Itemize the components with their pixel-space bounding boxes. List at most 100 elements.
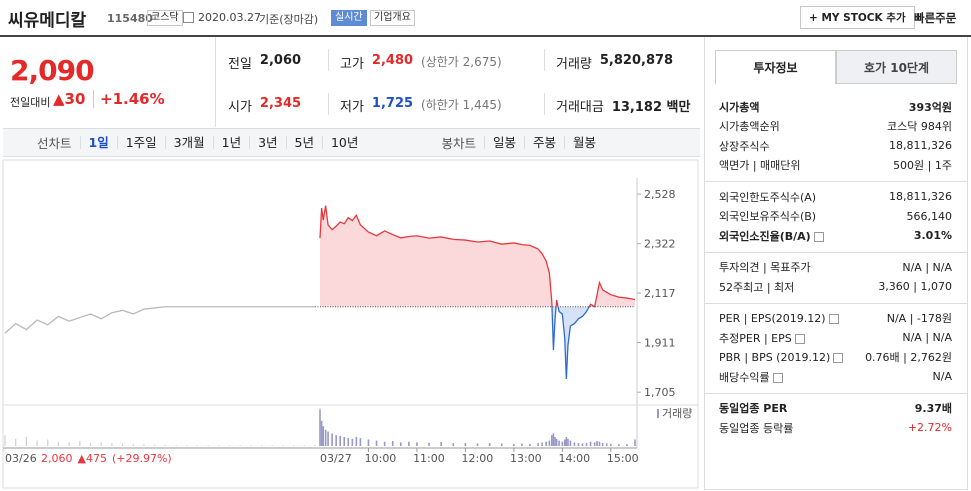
y-tick-label: 1,911: [644, 337, 676, 350]
info-label-wrap: 외국인한도주식수(A): [719, 189, 816, 205]
volume-bar: [476, 443, 479, 446]
info-label-wrap: 액면가 | 매매단위: [719, 157, 801, 173]
volume-bar: [57, 441, 60, 446]
info-row: 상장주식수 18,811,326: [705, 136, 967, 156]
info-label-wrap: 동일업종 등락률: [719, 420, 793, 436]
info-row: 외국인보유주식수(B) 566,140: [705, 207, 967, 227]
volume-bar: [561, 441, 564, 446]
info-value: +2.72%: [907, 421, 952, 435]
info-row: 투자의견 | 목표주가 N/A | N/A: [705, 258, 967, 278]
volume-bar: [324, 429, 327, 446]
tab[interactable]: 3개월: [164, 136, 213, 149]
volume-bar: [596, 440, 598, 446]
volume-bar: [320, 420, 323, 446]
quote-cell: 고가 2,480 (상한가 2,675): [340, 53, 502, 72]
info-row: 추정PER | EPS N/A | N/A: [705, 328, 967, 348]
help-icon[interactable]: [794, 333, 805, 344]
help-icon[interactable]: [772, 372, 783, 383]
quote-label: 전일: [228, 57, 252, 72]
help-icon[interactable]: [828, 313, 839, 324]
volume-bar: [391, 440, 394, 446]
volume-bar: [327, 431, 329, 446]
volume-bar: [143, 444, 145, 446]
volume-bar: [4, 435, 6, 446]
volume-bar: [585, 443, 588, 446]
info-value: 코스닥 984위: [887, 120, 952, 134]
tab[interactable]: 1년: [212, 136, 249, 149]
info-label-wrap: 상장주식수: [719, 138, 770, 154]
side-tab[interactable]: 호가 10단계: [836, 50, 957, 84]
previous-caption: ▲475: [78, 452, 107, 465]
tab[interactable]: 5년: [285, 136, 322, 149]
volume-bar: [626, 444, 628, 446]
volume-bar: [601, 443, 604, 446]
volume-bar: [359, 438, 362, 446]
company-info[interactable]: 기업개요: [370, 10, 415, 26]
info-value: N/A | N/A: [902, 331, 952, 345]
tab[interactable]: 주봉: [523, 136, 564, 149]
tab[interactable]: 10년: [321, 136, 366, 149]
side-panel: 투자정보 호가 10단계 시가총액 393억원 시가총액순위 코스닥 984위 상장주식수 1…: [704, 37, 968, 490]
volume-bar: [351, 438, 354, 446]
info-label-wrap: PBR | BPS (2019.12): [719, 351, 844, 364]
info-value: 0.76배 | 2,762원: [865, 351, 952, 365]
tab[interactable]: 1주일: [116, 136, 165, 149]
volume-bar: [228, 445, 231, 446]
info-value: N/A | -178원: [886, 312, 952, 326]
side-tab[interactable]: 투자정보: [715, 50, 836, 84]
volume-bar: [207, 445, 209, 446]
x-tick-label: 11:00: [413, 452, 445, 465]
x-tick-label: 14:00: [558, 452, 590, 465]
tab[interactable]: 1일: [79, 136, 117, 149]
price-box: 2,090 전일대비 ▲30 +1.46%: [3, 37, 216, 127]
tab-label: 봉차트: [441, 136, 476, 151]
volume-bar: [500, 443, 503, 446]
volume-bar: [322, 426, 325, 446]
volume-bar: [552, 433, 555, 446]
volume-bar: [250, 445, 252, 446]
quote-cell: 시가 2,345: [228, 96, 301, 115]
info-label-wrap: 시가총액: [719, 99, 759, 115]
info-group: 투자의견 | 목표주가 N/A | N/A 52주최고 | 최저 3,360 | 1,…: [705, 253, 967, 304]
quick-order[interactable]: 빠른주문: [914, 11, 957, 25]
y-tick-label: 2,322: [644, 238, 676, 251]
info-row: 동일업종 등락률 +2.72%: [705, 418, 967, 438]
info-group: PER | EPS(2019.12) N/A | -178원 추정PER | EPS…: [705, 304, 967, 394]
my-stock-button[interactable]: + MY STOCK 추가: [800, 6, 915, 29]
x-date-label: 03/27: [320, 452, 352, 465]
chart-frame: [2, 159, 699, 489]
volume-bar: [111, 443, 113, 446]
tab[interactable]: 월봉: [563, 136, 604, 149]
x-date-label: 03/26: [5, 452, 37, 465]
stock-name: 씨유메디칼: [8, 11, 87, 31]
separator: [328, 49, 329, 71]
tab[interactable]: 3년: [249, 136, 285, 149]
volume-bar: [541, 442, 543, 446]
volume-bar: [618, 444, 620, 446]
help-icon[interactable]: [833, 352, 844, 363]
volume-bar: [239, 445, 241, 446]
volume-bar: [25, 437, 27, 446]
tab[interactable]: 일봉: [483, 136, 524, 149]
help-icon[interactable]: [813, 231, 824, 242]
volume-bar: [555, 438, 558, 446]
quote-label: 저가: [340, 100, 364, 115]
info-row: 외국인한도주식수(A) 18,811,326: [705, 187, 967, 207]
volume-bar: [452, 443, 455, 446]
volume-bar: [282, 445, 284, 446]
x-tick-label: 12:00: [462, 452, 494, 465]
info-label: 시가총액순위: [719, 120, 780, 134]
volume-bar: [551, 435, 553, 446]
realtime-badge[interactable]: 실시간: [331, 10, 367, 26]
info-value: 9.37배: [914, 402, 952, 416]
volume-bar: [577, 443, 580, 446]
volume-bar: [100, 442, 102, 446]
info-value: 500원 | 1주: [893, 159, 952, 173]
info-label: 52주최고 | 최저: [719, 280, 795, 294]
separator: [544, 93, 545, 115]
tab-label: 선차트: [37, 136, 72, 151]
side-tabs: 투자정보 호가 10단계: [715, 50, 957, 84]
volume-bar: [581, 443, 584, 446]
quote-value: 13,182 백만: [611, 100, 691, 115]
